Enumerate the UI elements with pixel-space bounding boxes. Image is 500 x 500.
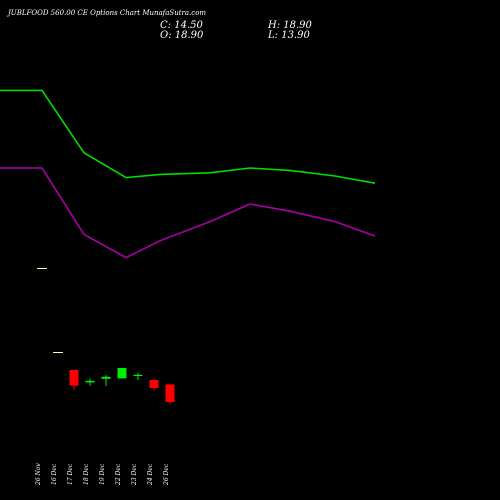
lower-band-line [0,167,376,259]
candle-26-nov [37,268,47,269]
high-readout: H: 18.90 [268,20,312,31]
candle-22-dec [117,368,127,379]
x-tick-label: 16 Dec [51,463,58,485]
open-label: O: [160,30,172,41]
candle-body [85,380,95,383]
x-tick-label: 24 Dec [147,463,154,486]
candles [37,268,175,405]
candle-body [165,384,175,402]
candle-17-dec [69,370,79,390]
candle-16-dec [53,352,63,353]
x-tick-label: 26 Dec [163,463,170,486]
band-lines [0,89,376,259]
candle-18-dec [85,378,95,386]
candle-body [117,368,127,379]
candle-body [133,374,143,376]
candle-23-dec [133,372,143,380]
candle-body [149,380,159,388]
x-tick-label: 23 Dec [131,463,138,486]
low-label: L: [268,30,279,41]
x-tick-label: 18 Dec [83,463,90,485]
candle-24-dec [149,379,159,391]
close-value: 14.50 [174,20,203,31]
high-label: H: [268,20,281,31]
candle-26-dec [165,384,175,405]
upper-band-line [0,89,376,184]
candle-body [37,268,47,269]
candle-body [69,370,79,386]
candle-body [53,352,63,353]
open-value: 18.90 [174,30,204,41]
close-label: C: [160,20,172,31]
close-readout: C: 14.50 [160,20,203,31]
x-tick-label: 22 Dec [115,463,122,486]
x-tick-label: 19 Dec [99,463,106,485]
low-readout: L: 13.90 [268,30,310,41]
chart-title: JUBLFOOD 560.00 CE Options Chart MunafaS… [8,9,207,17]
high-value: 18.90 [283,20,312,31]
x-axis: 26 Nov 16 Dec 17 Dec 18 Dec 19 Dec 22 Dec 23 D… [35,463,170,486]
low-value: 13.90 [281,30,310,41]
candle-body [101,376,111,379]
x-tick-label: 17 Dec [67,463,74,485]
open-readout: O: 18.90 [160,30,203,41]
x-tick-label: 26 Nov [35,463,42,486]
candle-19-dec [101,375,111,386]
